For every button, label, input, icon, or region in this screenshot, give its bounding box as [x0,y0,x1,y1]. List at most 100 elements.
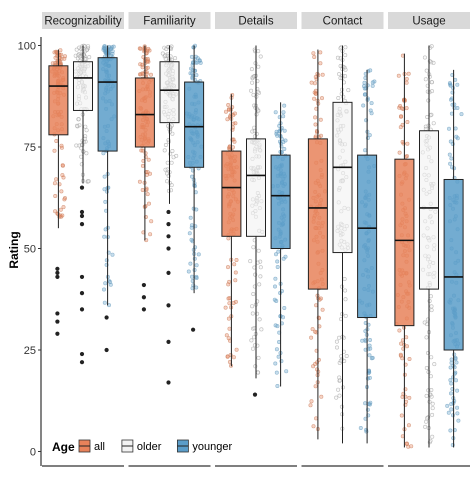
jitter-point [140,163,145,168]
jitter-point [428,294,433,299]
jitter-point [145,65,150,70]
jitter-point [338,76,343,81]
box-older [159,61,180,124]
jitter-point [276,249,281,254]
jitter-point [319,394,324,399]
jitter-point [281,256,286,261]
jitter-point [258,274,263,279]
jitter-point [284,369,289,374]
jitter-point [226,282,231,287]
jitter-point [449,402,454,407]
jitter-point [423,126,428,131]
jitter-point [61,205,66,210]
outlier-point [166,270,171,275]
jitter-point [339,284,344,289]
jitter-point [138,62,143,67]
outlier-point [79,209,85,215]
jitter-point [449,357,454,362]
panel-title: Contact [323,16,363,28]
jitter-point [449,381,454,386]
jitter-point [58,207,63,212]
jitter-point [366,401,371,406]
jitter-point [455,405,460,410]
jitter-point [367,353,372,358]
jitter-point [231,113,236,118]
jitter-point [422,55,427,60]
jitter-point [253,105,258,110]
jitter-point [430,401,435,406]
box-younger [97,57,118,152]
jitter-point [148,232,153,237]
legend-label: older [137,441,162,453]
jitter-point [173,56,178,61]
jitter-point [334,395,339,400]
jitter-point [224,109,229,114]
legend: Age all older younger [52,439,232,454]
jitter-point [83,57,88,62]
jitter-point [62,197,67,202]
jitter-point [453,370,458,375]
panel-strip [215,12,297,29]
jitter-point [404,80,409,85]
jitter-point [363,76,368,81]
jitter-point [369,101,374,106]
jitter-point [226,236,231,241]
jitter-point [61,175,66,180]
jitter-point [314,416,319,421]
jitter-point [343,67,348,72]
jitter-point [337,72,342,77]
jitter-point [190,174,195,179]
panel-title: Details [238,16,273,28]
jitter-point [233,278,238,283]
jitter-point [424,365,429,370]
jitter-point [59,189,64,194]
jitter-point [360,338,365,343]
jitter-point [233,299,238,304]
jitter-point [169,160,174,165]
jitter-point [256,49,261,54]
jitter-point [431,121,436,126]
jitter-point [429,387,434,392]
jitter-point [189,223,194,228]
jitter-point [59,145,64,150]
jitter-point [273,276,278,281]
jitter-point [450,413,455,418]
outlier-point [166,222,171,227]
jitter-point [102,300,107,305]
y-axis-title: Rating [7,231,21,268]
jitter-point [250,311,255,316]
jitter-point [400,394,405,399]
jitter-point [86,179,91,184]
box-younger [270,154,291,249]
outlier-point [79,307,85,312]
jitter-point [448,378,453,383]
outlier-point [55,319,60,324]
jitter-point [255,260,260,265]
jitter-point [232,262,237,267]
jitter-point [74,47,79,52]
jitter-point [83,124,88,129]
jitter-point [404,335,409,340]
jitter-point [189,66,194,71]
outlier-point [166,303,171,308]
jitter-point [338,358,343,363]
panel-strip [42,12,124,29]
jitter-point [423,77,428,82]
jitter-point [225,354,230,359]
outlier-point [79,213,85,219]
jitter-point [226,103,231,108]
jitter-point [273,361,278,366]
jitter-point [272,297,277,302]
jitter-point [258,265,263,270]
jitter-point [447,152,452,157]
jitter-point [256,248,261,253]
jitter-point [193,190,198,195]
jitter-point [251,92,256,97]
jitter-point [273,252,278,257]
jitter-point [346,88,351,93]
jitter-point [58,48,63,53]
y-tick-label: 0 [30,447,36,459]
outlier-point [79,185,85,190]
jitter-point [227,326,232,331]
jitter-point [79,154,84,159]
